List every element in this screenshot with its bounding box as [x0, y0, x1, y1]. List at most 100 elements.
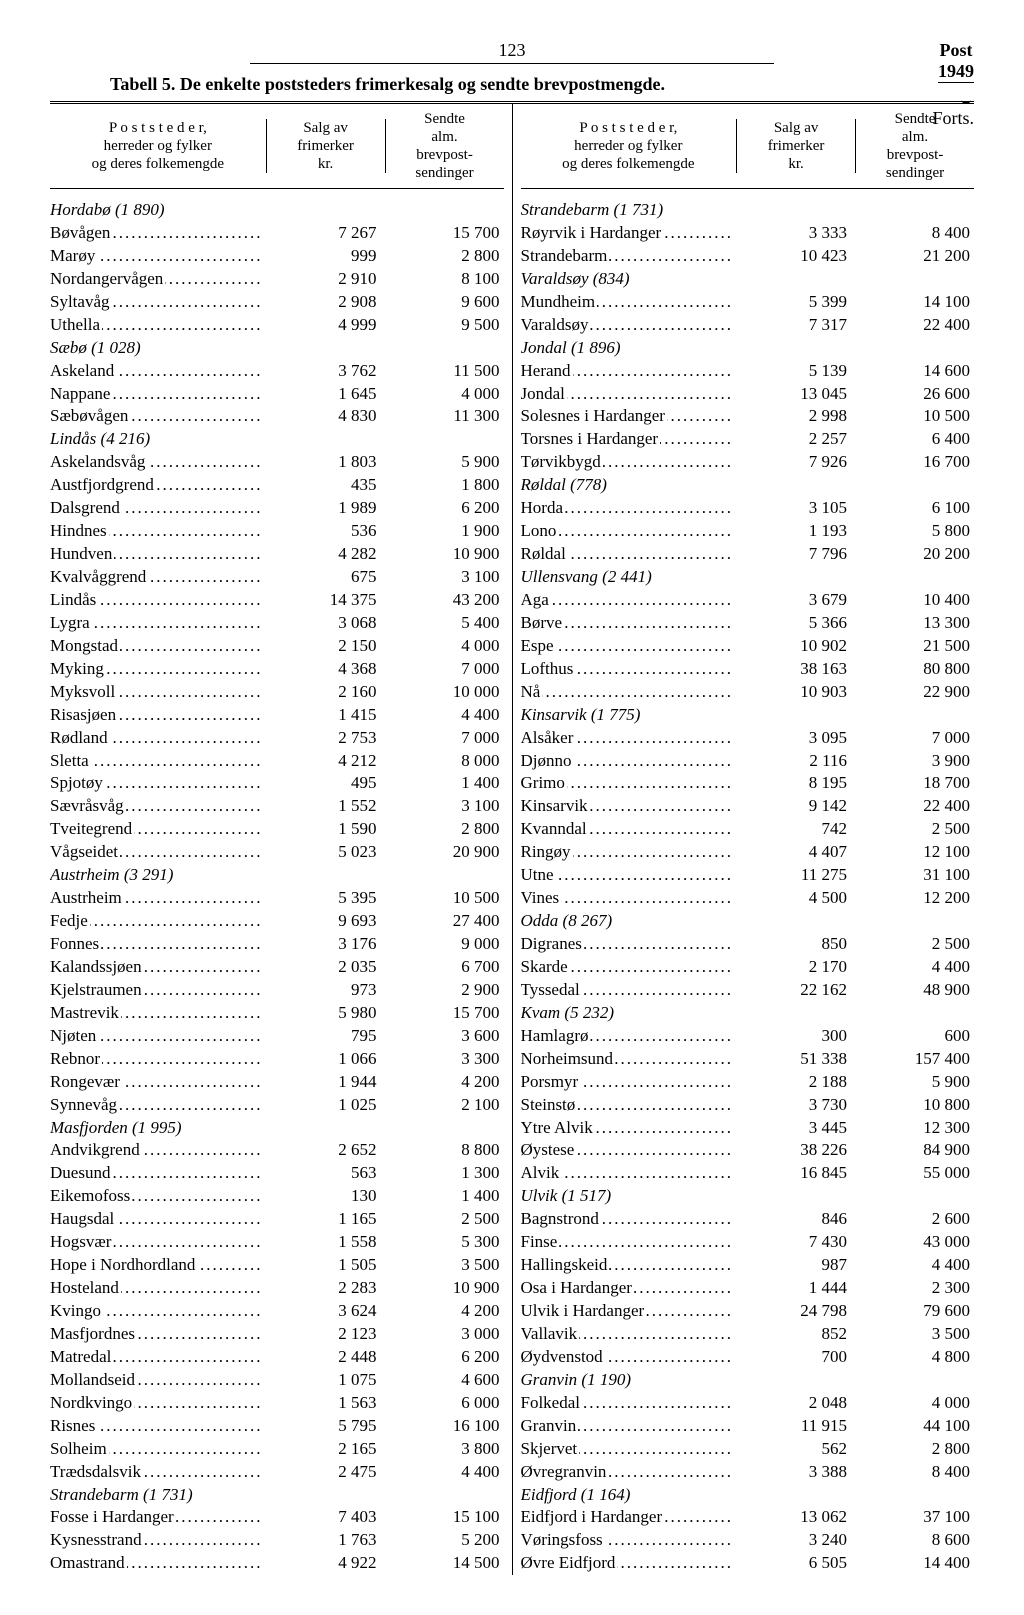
table-row: Strandebarm (1 731)	[521, 199, 975, 222]
table-row: Sæbøvågen4 83011 300	[50, 405, 504, 428]
sales-value	[734, 337, 857, 360]
place-name: Hogsvær	[50, 1231, 263, 1254]
sales-value: 7 403	[263, 1506, 386, 1529]
table-row: Fosse i Hardanger7 40315 100	[50, 1506, 504, 1529]
table-row: Utne11 27531 100	[521, 864, 975, 887]
send-value: 6 400	[857, 428, 974, 451]
sales-value	[734, 1369, 857, 1392]
place-name: Ytre Alvik	[521, 1117, 734, 1140]
sales-value: 38 163	[734, 658, 857, 681]
table-row: Uthella4 9999 500	[50, 314, 504, 337]
place-name: Øvre Eidfjord	[521, 1552, 734, 1575]
sales-value: 3 333	[734, 222, 857, 245]
place-name: Røyrvik i Hardanger	[521, 222, 734, 245]
send-value: 1 900	[386, 520, 503, 543]
send-value: 10 000	[386, 681, 503, 704]
place-name: Lono	[521, 520, 734, 543]
place-name: Ullensvang (2 441)	[521, 566, 734, 589]
sales-value: 7 926	[734, 451, 857, 474]
table-row: Bagnstrond8462 600	[521, 1208, 975, 1231]
table-row: Kjelstraumen9732 900	[50, 979, 504, 1002]
table-row: Mollandseid1 0754 600	[50, 1369, 504, 1392]
table-row: Trædsdalsvik2 4754 400	[50, 1461, 504, 1484]
send-value: 5 300	[386, 1231, 503, 1254]
send-value: 2 500	[857, 818, 974, 841]
place-name: Masfjorden (1 995)	[50, 1117, 263, 1140]
place-name: Vågseidet	[50, 841, 263, 864]
table-row: Tørvikbygd7 92616 700	[521, 451, 975, 474]
sales-value: 846	[734, 1208, 857, 1231]
send-value: 2 800	[386, 245, 503, 268]
send-value	[386, 428, 503, 451]
table-row: Marøy9992 800	[50, 245, 504, 268]
place-name: Fedje	[50, 910, 263, 933]
place-name: Andvikgrend	[50, 1139, 263, 1162]
place-name: Torsnes i Hardanger	[521, 428, 734, 451]
send-value: 10 900	[386, 543, 503, 566]
table-row: Øydvenstod7004 800	[521, 1346, 975, 1369]
table-row: Ringøy4 40712 100	[521, 841, 975, 864]
send-value: 5 400	[386, 612, 503, 635]
table-row: Omastrand4 92214 500	[50, 1552, 504, 1575]
sales-value: 1 645	[263, 383, 386, 406]
table-row: Strandebarm10 42321 200	[521, 245, 975, 268]
send-value: 7 000	[386, 727, 503, 750]
table-row: Hindnes5361 900	[50, 520, 504, 543]
send-value: 14 500	[386, 1552, 503, 1575]
place-name: Mollandseid	[50, 1369, 263, 1392]
table-row: Hogsvær1 5585 300	[50, 1231, 504, 1254]
place-name: Hope i Nordhordland	[50, 1254, 263, 1277]
sales-value: 11 915	[734, 1415, 857, 1438]
send-value: 3 500	[857, 1323, 974, 1346]
place-name: Eikemofoss	[50, 1185, 263, 1208]
place-name: Marøy	[50, 245, 263, 268]
table-row: Eikemofoss1301 400	[50, 1185, 504, 1208]
place-name: Jondal	[521, 383, 734, 406]
place-name: Ulvik (1 517)	[521, 1185, 734, 1208]
send-value: 3 100	[386, 566, 503, 589]
send-value	[857, 268, 974, 291]
send-value: 4 000	[386, 383, 503, 406]
place-name: Omastrand	[50, 1552, 263, 1575]
sales-value: 4 830	[263, 405, 386, 428]
table-row: Alvik16 84555 000	[521, 1162, 975, 1185]
header-poststeder: P o s t s t e d e r, herreder og fylker …	[521, 119, 738, 173]
send-value: 5 800	[857, 520, 974, 543]
place-name: Norheimsund	[521, 1048, 734, 1071]
table-row: Mundheim5 39914 100	[521, 291, 975, 314]
place-name: Aga	[521, 589, 734, 612]
place-name: Granvin (1 190)	[521, 1369, 734, 1392]
place-name: Sæbø (1 028)	[50, 337, 263, 360]
sales-value: 999	[263, 245, 386, 268]
table-row: Vallavik8523 500	[521, 1323, 975, 1346]
sales-value: 24 798	[734, 1300, 857, 1323]
place-name: Hordabø (1 890)	[50, 199, 263, 222]
send-value: 3 300	[386, 1048, 503, 1071]
sales-value: 4 282	[263, 543, 386, 566]
send-value	[386, 337, 503, 360]
send-value: 22 900	[857, 681, 974, 704]
place-name: Austfjordgrend	[50, 474, 263, 497]
table-row: Bøvågen7 26715 700	[50, 222, 504, 245]
table-row: Aga3 67910 400	[521, 589, 975, 612]
send-value: 55 000	[857, 1162, 974, 1185]
place-name: Espe	[521, 635, 734, 658]
table-row: Myking4 3687 000	[50, 658, 504, 681]
table-row: Skarde2 1704 400	[521, 956, 975, 979]
send-value	[857, 337, 974, 360]
send-value: 3 000	[386, 1323, 503, 1346]
table-row: Sæbø (1 028)	[50, 337, 504, 360]
sales-value: 38 226	[734, 1139, 857, 1162]
sales-value: 5 795	[263, 1415, 386, 1438]
send-value: 2 900	[386, 979, 503, 1002]
sales-value: 2 998	[734, 405, 857, 428]
send-value: 44 100	[857, 1415, 974, 1438]
table-row: Norheimsund51 338157 400	[521, 1048, 975, 1071]
send-value: 7 000	[386, 658, 503, 681]
send-value: 11 500	[386, 360, 503, 383]
place-name: Eidfjord (1 164)	[521, 1484, 734, 1507]
sales-value: 850	[734, 933, 857, 956]
sales-value: 2 150	[263, 635, 386, 658]
sales-value: 1 025	[263, 1094, 386, 1117]
send-value: 80 800	[857, 658, 974, 681]
